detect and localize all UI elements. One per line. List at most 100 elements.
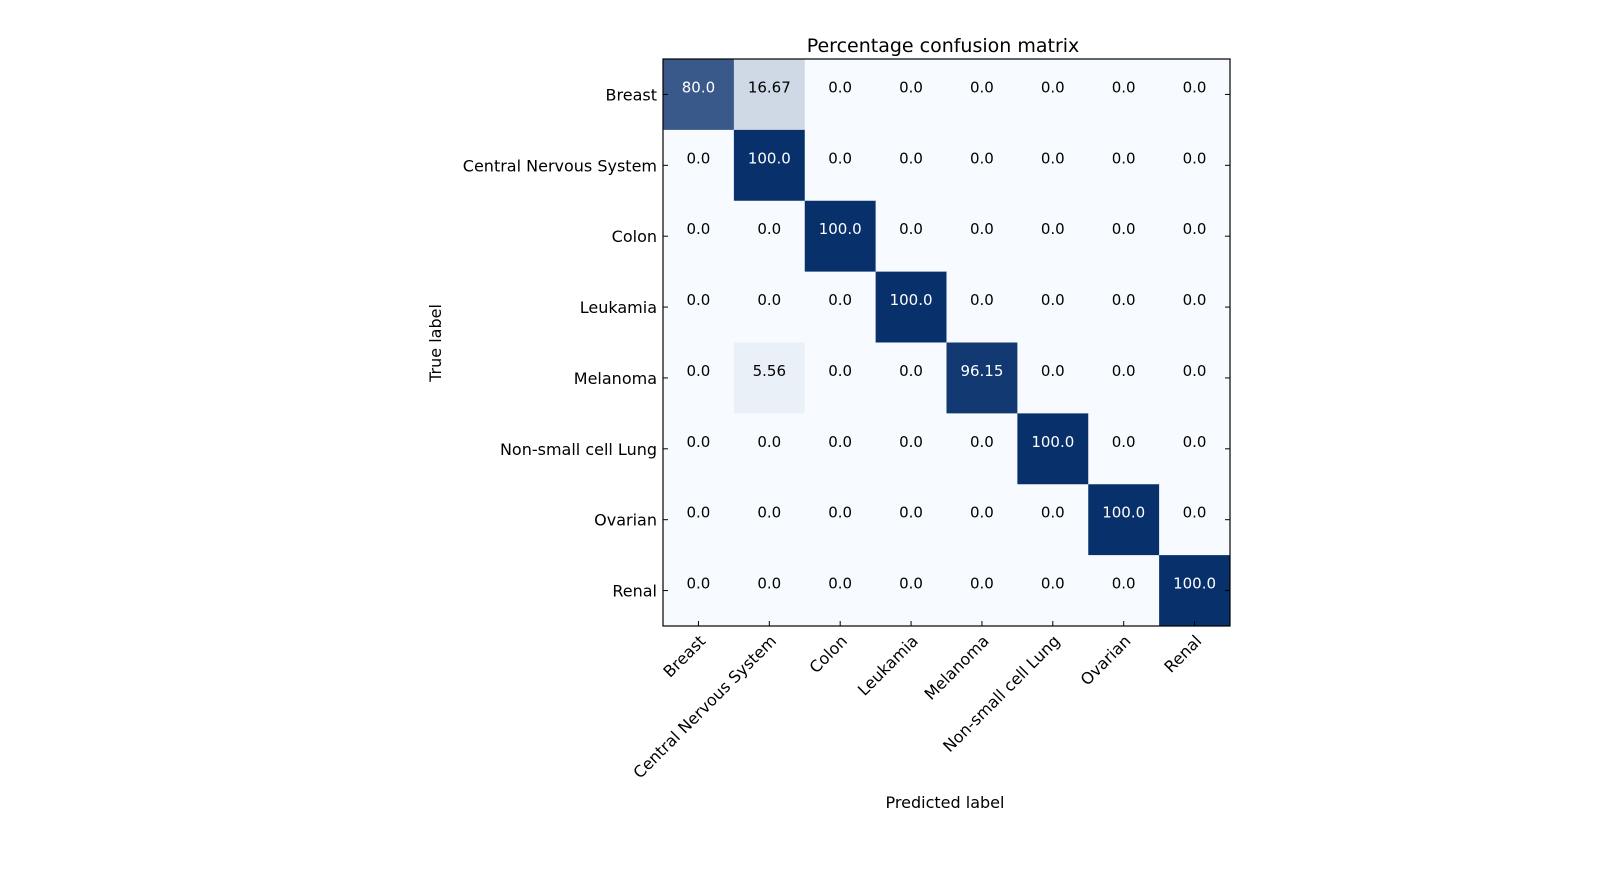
matrix-cell (946, 342, 1018, 414)
matrix-cell (1159, 200, 1231, 273)
y-tick-labels: Breast Central Nervous System Colon Leukami… (463, 85, 657, 600)
matrix-cell (1088, 59, 1160, 131)
matrix-cell (804, 342, 877, 414)
cell-value-label: 100.0 (748, 149, 791, 167)
cell-value-label: 0.0 (687, 575, 711, 593)
cell-value-label: 0.0 (1183, 149, 1207, 167)
chart-title: Percentage confusion matrix (807, 35, 1080, 57)
cell-value-label: 0.0 (687, 291, 711, 309)
cell-value-label: 0.0 (1112, 149, 1136, 167)
matrix-cell (875, 342, 947, 414)
matrix-cell (875, 129, 947, 202)
cell-value-label: 100.0 (819, 220, 862, 238)
cell-value-label: 0.0 (1112, 220, 1136, 238)
cell-value-label: 0.0 (970, 504, 994, 522)
cell-value-label: 0.0 (970, 433, 994, 451)
matrix-cell (1017, 484, 1089, 556)
matrix-cell (663, 413, 735, 485)
matrix-cell (1159, 342, 1231, 414)
cell-value-label: 0.0 (1112, 78, 1136, 96)
matrix-cell (946, 555, 1018, 627)
matrix-cell (663, 271, 735, 343)
matrix-cell (1017, 129, 1089, 202)
cell-value-label: 0.0 (828, 362, 852, 380)
cell-value-label: 0.0 (828, 149, 852, 167)
matrix-cell (804, 555, 877, 627)
cell-value-label: 0.0 (1041, 504, 1065, 522)
cell-value-label: 0.0 (899, 575, 923, 593)
cell-value-label: 0.0 (687, 220, 711, 238)
matrix-cell (663, 484, 735, 556)
cell-value-label: 0.0 (828, 433, 852, 451)
matrix-cell (1088, 342, 1160, 414)
matrix-cell (804, 59, 877, 131)
x-tick-label: Colon (806, 631, 851, 676)
cell-value-label: 100.0 (1102, 504, 1145, 522)
matrix-cell (1088, 129, 1160, 202)
cell-value-label: 0.0 (1183, 220, 1207, 238)
matrix-cell (875, 59, 947, 131)
x-tick-label: Non-small cell Lung (939, 631, 1063, 755)
cell-value-label: 0.0 (899, 504, 923, 522)
matrix-cell (1159, 484, 1231, 556)
matrix-cell (733, 271, 806, 343)
cell-value-label: 0.0 (1041, 78, 1065, 96)
matrix-cell (946, 484, 1018, 556)
x-tick-label: Ovarian (1077, 631, 1135, 689)
matrix-cell (804, 271, 877, 343)
cell-value-label: 0.0 (970, 149, 994, 167)
cell-value-label: 0.0 (899, 78, 923, 96)
cell-value-label: 0.0 (1183, 362, 1207, 380)
matrix-cell (875, 413, 947, 485)
cell-value-label: 0.0 (1041, 149, 1065, 167)
cell-value-label: 100.0 (1031, 433, 1074, 451)
cell-value-label: 0.0 (1112, 433, 1136, 451)
matrix-cell (733, 129, 806, 202)
matrix-cell (946, 200, 1018, 273)
cell-value-label: 16.67 (748, 78, 791, 96)
matrix-cell (1017, 271, 1089, 343)
matrix-cell (946, 59, 1018, 131)
matrix-cell (733, 555, 806, 627)
matrix-cell (663, 200, 735, 273)
axis-ticks (663, 93, 1230, 626)
cell-value-label: 0.0 (687, 504, 711, 522)
cell-value-label: 0.0 (1112, 575, 1136, 593)
matrix-cell (733, 59, 806, 131)
matrix-cell (1159, 555, 1231, 627)
cell-value-label: 0.0 (757, 575, 781, 593)
cell-value-label: 0.0 (757, 504, 781, 522)
cell-value-label: 0.0 (899, 220, 923, 238)
cell-value-label: 0.0 (1183, 291, 1207, 309)
matrix-cell (1088, 200, 1160, 273)
matrix-cell (875, 200, 947, 273)
y-tick-label: Ovarian (594, 511, 657, 530)
y-tick-label: Non-small cell Lung (500, 440, 657, 459)
cell-value-label: 96.15 (960, 362, 1003, 380)
cell-value-label: 0.0 (1183, 433, 1207, 451)
cell-value-label: 0.0 (899, 362, 923, 380)
cell-value-label: 0.0 (1041, 220, 1065, 238)
cell-value-label: 5.56 (753, 362, 786, 380)
cell-value-label: 0.0 (828, 78, 852, 96)
y-tick-label: Renal (612, 582, 657, 601)
matrix-cell (946, 129, 1018, 202)
matrix-cell (1017, 555, 1089, 627)
cell-value-label: 100.0 (1173, 575, 1216, 593)
cell-value-label: 0.0 (1041, 575, 1065, 593)
cell-value-label: 0.0 (687, 433, 711, 451)
cell-value-label: 0.0 (828, 504, 852, 522)
matrix-cell (875, 555, 947, 627)
matrix-cell (733, 413, 806, 485)
matrix-cell (663, 555, 735, 627)
matrix-cell (875, 484, 947, 556)
cell-value-label: 0.0 (828, 575, 852, 593)
cell-value-label: 0.0 (1041, 291, 1065, 309)
matrix-cell (804, 484, 877, 556)
y-tick-label: Central Nervous System (463, 156, 657, 175)
matrix-cell (663, 129, 735, 202)
y-axis-label: True label (426, 304, 445, 383)
cell-value-label: 0.0 (1183, 78, 1207, 96)
matrix-cell (946, 413, 1018, 485)
